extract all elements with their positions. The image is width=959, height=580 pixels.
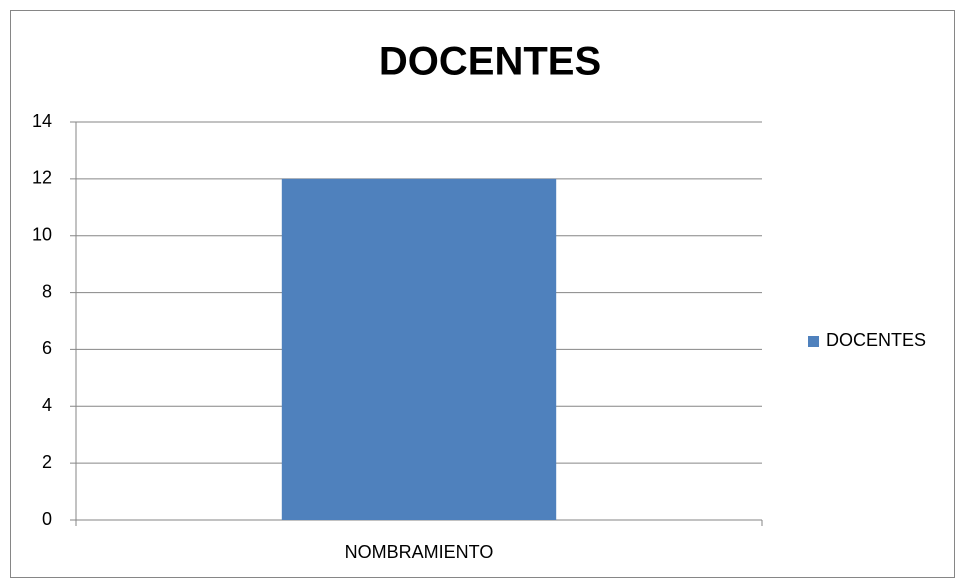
y-tick-label: 14 (32, 111, 52, 131)
x-tick-label: NOMBRAMIENTO (345, 542, 494, 562)
y-tick-label: 8 (42, 281, 52, 301)
y-tick-label: 0 (42, 509, 52, 529)
y-tick-label: 10 (32, 224, 52, 244)
chart-title: DOCENTES (379, 40, 601, 84)
y-tick-label: 2 (42, 452, 52, 472)
legend-swatch (808, 336, 819, 347)
legend-label: DOCENTES (826, 330, 926, 350)
bar (281, 178, 557, 520)
y-tick-label: 4 (42, 395, 52, 415)
y-tick-label: 6 (42, 338, 52, 358)
y-tick-label: 12 (32, 168, 52, 188)
